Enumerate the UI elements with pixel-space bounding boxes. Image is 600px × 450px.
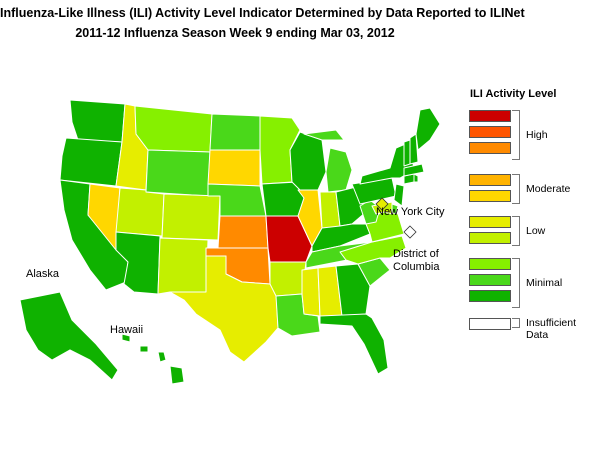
legend-swatch-level-1	[469, 290, 511, 302]
state-ga	[335, 263, 371, 317]
state-mt	[134, 105, 213, 153]
legend-swatch-level-9	[469, 126, 511, 138]
state-tx	[169, 255, 279, 363]
legend: ILI Activity Level High Moderate Low Min…	[460, 80, 600, 350]
legend-label-insufficient: Insufficient Data	[526, 317, 577, 341]
legend-brace-moderate	[512, 174, 520, 204]
state-wa	[69, 99, 126, 143]
state-ut	[115, 187, 165, 237]
nyc-label: New York City	[376, 206, 445, 218]
dc-label-line2: Columbia	[393, 261, 440, 273]
state-wy	[145, 149, 211, 197]
legend-swatch-level-4	[469, 232, 511, 244]
us-ili-map	[19, 99, 441, 385]
state-vt	[403, 139, 411, 167]
hawaii-label: Hawaii	[110, 324, 144, 336]
state-sd	[207, 149, 261, 187]
state-nj	[393, 183, 405, 207]
legend-swatch-level-5	[469, 216, 511, 228]
state-co	[161, 193, 221, 241]
state-ms	[301, 267, 321, 317]
dc-label-line1: District of	[393, 248, 439, 260]
legend-swatch-level-6	[469, 190, 511, 202]
state-nd	[209, 113, 261, 151]
legend-title: ILI Activity Level	[470, 88, 557, 100]
state-ks	[217, 215, 269, 249]
legend-swatch-level-7	[469, 174, 511, 186]
nyc-marker	[375, 197, 389, 211]
legend-label-minimal: Minimal	[526, 277, 563, 289]
legend-swatch-level-10	[469, 110, 511, 122]
map-subtitle: 2011-12 Influenza Season Week 9 ending M…	[75, 26, 395, 40]
legend-swatch-level-0	[469, 318, 511, 330]
legend-swatch-level-8	[469, 142, 511, 154]
state-nh	[409, 133, 419, 165]
state-ar	[269, 261, 307, 297]
state-or	[59, 137, 123, 187]
legend-brace-low	[512, 216, 520, 246]
legend-brace-minimal	[512, 258, 520, 308]
state-me	[415, 107, 441, 151]
state-ri	[413, 173, 419, 183]
legend-label-high: High	[526, 129, 548, 141]
state-nm	[157, 237, 209, 295]
state-hi	[121, 333, 185, 385]
dc-marker	[403, 225, 417, 239]
map-title: Influenza-Like Illness (ILI) Activity Le…	[0, 6, 525, 20]
legend-label-low: Low	[526, 225, 546, 237]
state-ak	[19, 291, 119, 381]
state-fl	[319, 313, 389, 375]
legend-brace-high	[512, 110, 520, 160]
legend-label-moderate: Moderate	[526, 183, 571, 195]
alaska-label: Alaska	[26, 268, 60, 280]
legend-swatch-level-3	[469, 258, 511, 270]
legend-swatch-level-2	[469, 274, 511, 286]
state-pa	[351, 177, 397, 205]
state-wi	[289, 131, 327, 191]
legend-brace-insufficient	[512, 318, 520, 328]
state-ma	[403, 163, 425, 177]
